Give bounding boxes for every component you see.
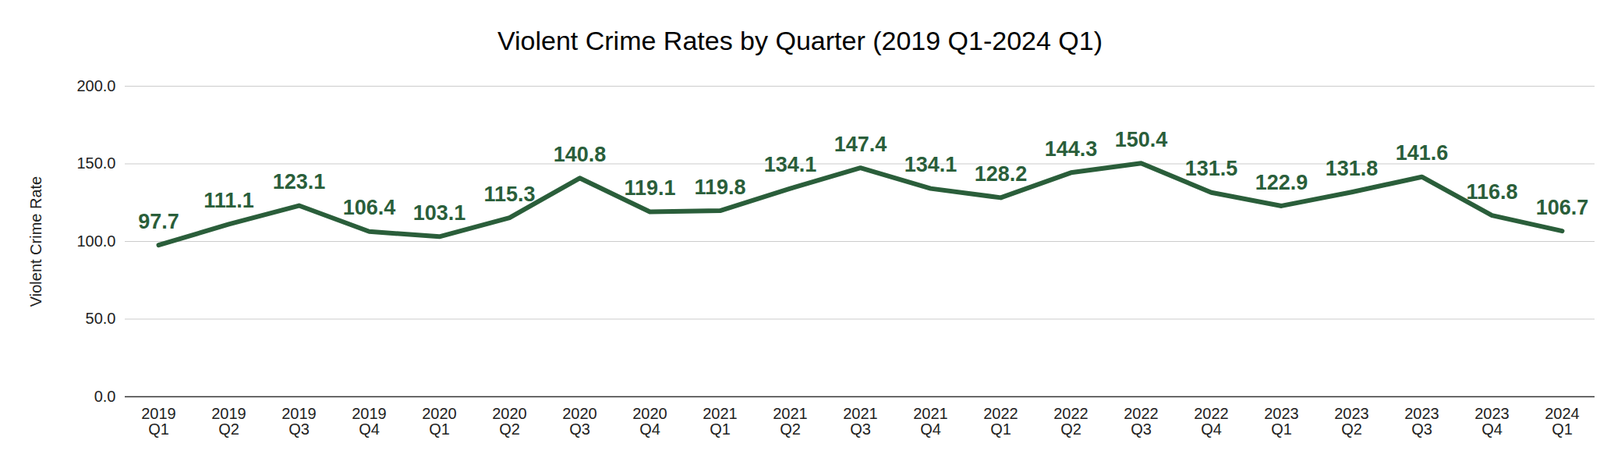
svg-text:2022Q2: 2022Q2: [1053, 404, 1089, 438]
svg-text:2020Q4: 2020Q4: [632, 404, 668, 438]
svg-text:2023Q1: 2023Q1: [1263, 404, 1300, 438]
svg-text:97.7: 97.7: [138, 209, 180, 234]
svg-text:150.0: 150.0: [76, 154, 116, 172]
svg-text:2021Q4: 2021Q4: [913, 404, 949, 438]
svg-text:2022Q1: 2022Q1: [983, 404, 1019, 438]
svg-text:2023Q4: 2023Q4: [1474, 404, 1510, 438]
svg-text:200.0: 200.0: [76, 77, 116, 95]
svg-text:0.0: 0.0: [94, 387, 117, 405]
svg-text:131.5: 131.5: [1185, 156, 1239, 181]
svg-text:2019Q4: 2019Q4: [351, 404, 387, 438]
svg-text:Violent Crime Rate: Violent Crime Rate: [27, 176, 45, 307]
svg-text:119.8: 119.8: [693, 175, 746, 199]
svg-text:50.0: 50.0: [85, 309, 117, 327]
svg-text:2024Q1: 2024Q1: [1544, 404, 1580, 438]
svg-text:2020Q2: 2020Q2: [492, 404, 528, 438]
svg-text:2021Q3: 2021Q3: [842, 404, 878, 438]
svg-text:128.2: 128.2: [974, 162, 1028, 186]
svg-text:144.3: 144.3: [1044, 137, 1098, 161]
svg-text:134.1: 134.1: [904, 152, 958, 177]
svg-text:2021Q2: 2021Q2: [772, 404, 808, 438]
svg-text:116.8: 116.8: [1465, 180, 1518, 204]
svg-text:2019Q1: 2019Q1: [141, 404, 177, 438]
svg-text:2022Q3: 2022Q3: [1123, 404, 1159, 438]
svg-text:100.0: 100.0: [76, 232, 116, 250]
svg-text:111.1: 111.1: [203, 188, 255, 213]
svg-text:122.9: 122.9: [1255, 170, 1309, 195]
svg-text:103.1: 103.1: [413, 201, 467, 225]
svg-text:2020Q1: 2020Q1: [421, 404, 457, 438]
svg-text:2022Q4: 2022Q4: [1193, 404, 1229, 438]
svg-text:2023Q3: 2023Q3: [1404, 404, 1440, 438]
svg-text:119.1: 119.1: [623, 176, 676, 200]
svg-text:106.4: 106.4: [343, 195, 397, 220]
svg-text:134.1: 134.1: [764, 152, 818, 177]
svg-text:106.7: 106.7: [1536, 195, 1590, 220]
svg-text:140.8: 140.8: [553, 142, 607, 167]
svg-text:141.6: 141.6: [1395, 141, 1449, 165]
svg-text:2019Q2: 2019Q2: [211, 404, 247, 438]
svg-text:123.1: 123.1: [272, 169, 326, 194]
svg-text:2023Q2: 2023Q2: [1334, 404, 1370, 438]
svg-text:2021Q1: 2021Q1: [702, 404, 738, 438]
svg-text:131.8: 131.8: [1325, 156, 1379, 181]
svg-text:2020Q3: 2020Q3: [562, 404, 598, 438]
html-text:Violent Crime Rates by Quarter: Violent Crime Rates by Quarter (2019 Q1-…: [497, 25, 1103, 56]
svg-text:115.3: 115.3: [483, 182, 535, 206]
svg-text:147.4: 147.4: [834, 132, 888, 156]
svg-text:2019Q3: 2019Q3: [281, 404, 317, 438]
svg-text:150.4: 150.4: [1115, 127, 1169, 152]
